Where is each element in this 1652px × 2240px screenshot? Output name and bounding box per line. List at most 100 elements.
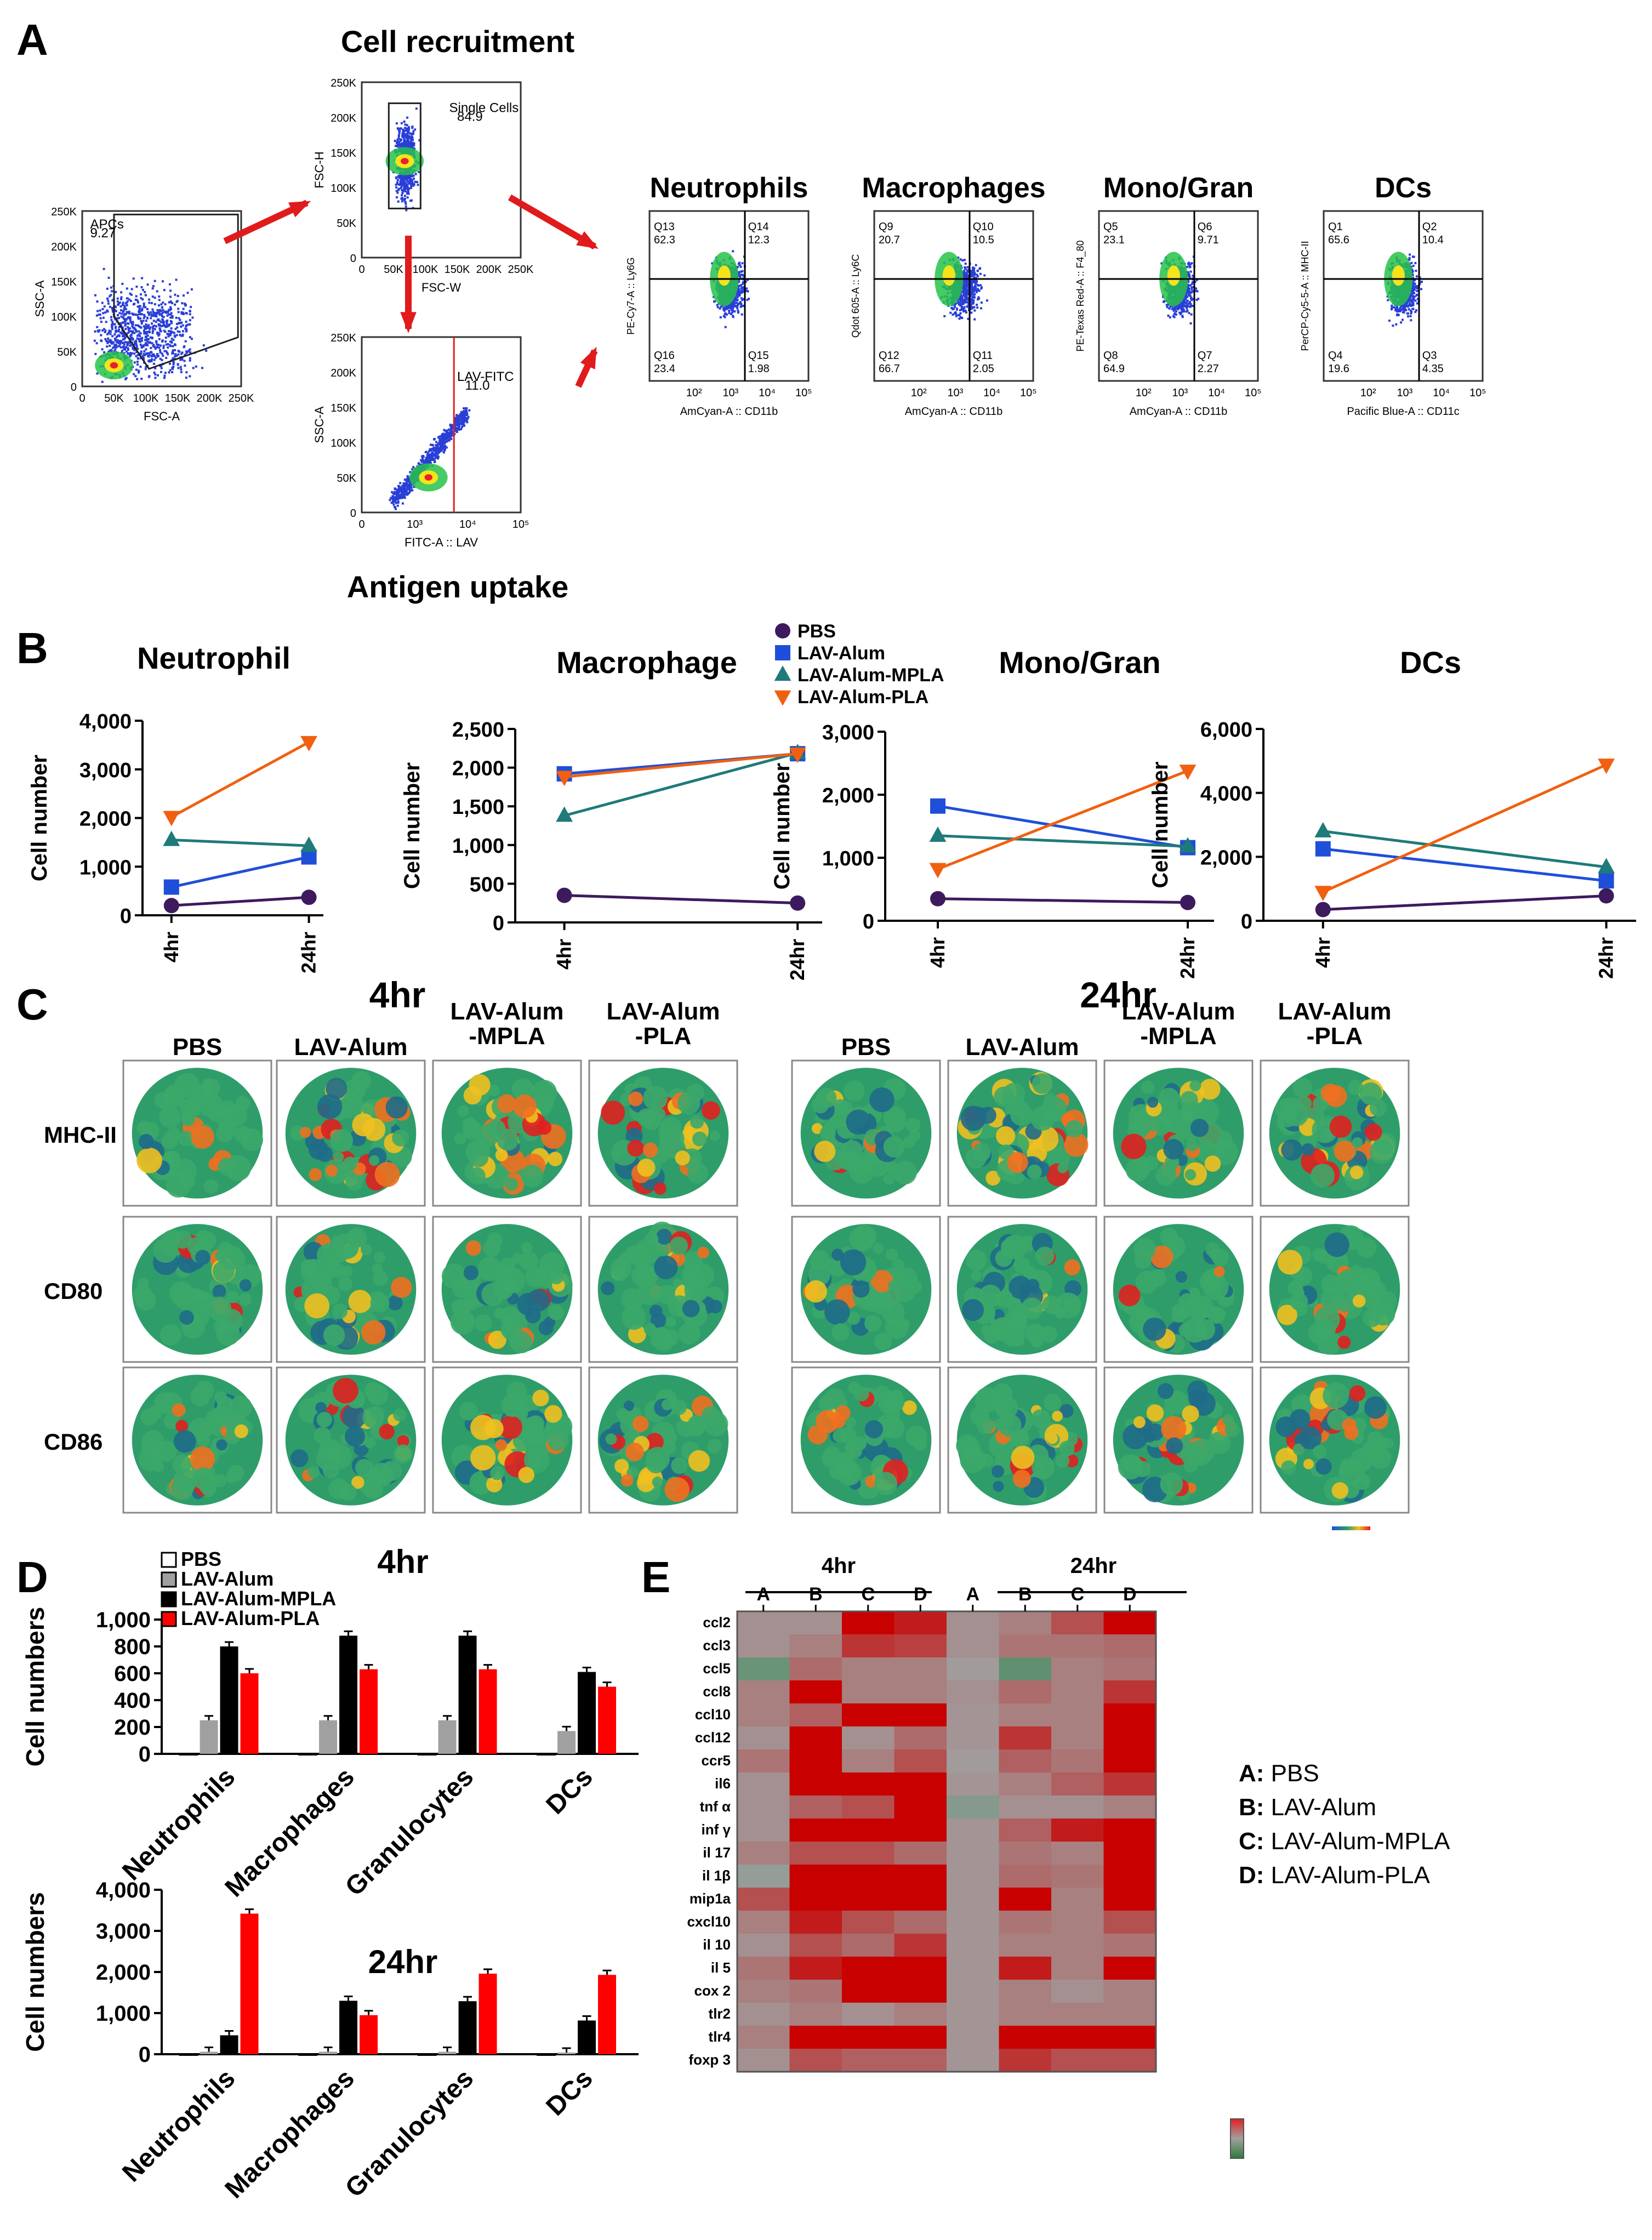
event-dot [135,345,138,348]
event-dot [169,330,172,333]
event-dot [454,418,457,421]
event-dot [124,378,127,380]
event-dot [174,293,176,296]
event-dot [971,306,973,309]
event-dot [408,492,411,494]
event-dot [150,301,153,304]
event-dot [183,345,186,347]
event-dot [141,307,144,310]
event-dot [177,311,180,314]
event-dot [962,307,965,310]
event-dot [1414,311,1417,314]
event-dot [961,300,964,303]
event-dot [169,295,172,298]
event-dot [111,328,113,330]
event-dot [164,326,167,328]
quadrant-plot-macrophages: MacrophagesQ920.7Q1010.5Q1266.7Q112.0510… [850,172,1046,418]
event-dot [189,323,191,326]
event-dot [971,266,974,269]
event-dot [136,361,139,363]
event-dot [400,187,402,190]
event-dot [143,352,145,355]
event-dot [142,345,145,348]
event-dot [732,305,735,307]
event-dot [409,143,412,145]
event-dot [179,358,182,361]
event-dot [966,282,969,285]
event-dot [164,303,167,306]
event-dot [442,437,445,440]
x-tick: 150K [445,264,470,276]
event-dot [152,326,155,328]
event-dot [957,257,960,259]
event-dot [1179,302,1182,305]
event-dot [961,298,964,300]
event-dot [116,317,118,320]
event-dot [975,264,977,266]
event-dot [414,173,417,175]
event-dot [172,357,174,360]
event-dot [400,493,402,496]
event-dot [973,280,976,282]
event-dot [127,347,129,350]
event-dot [407,192,410,195]
event-dot [428,454,430,457]
event-dot [727,304,730,307]
event-dot [973,309,976,312]
event-dot [100,334,102,337]
event-dot [723,309,726,312]
y-axis-label: FSC-H [312,151,326,188]
event-dot [153,315,156,317]
x-axis-label: AmCyan-A :: CD11b [1130,406,1228,418]
event-dot [463,424,466,427]
event-dot [740,289,743,292]
event-dot [411,141,414,144]
event-dot [720,305,722,308]
y-tick: 150K [331,402,356,414]
event-dot [1395,323,1398,326]
event-dot [145,335,147,338]
x-tick: 10⁵ [512,518,529,531]
event-dot [1188,275,1191,278]
event-dot [155,311,157,314]
arrow-head [400,312,417,333]
event-dot [1188,300,1191,303]
event-dot [396,143,399,146]
event-dot [117,330,120,333]
event-dot [451,430,454,433]
x-tick: 10³ [1172,387,1188,399]
event-dot [170,327,173,330]
event-dot [121,329,124,332]
event-dot [156,346,159,349]
event-dot [132,303,135,306]
event-dot [133,373,135,375]
event-dot [736,296,739,299]
event-dot [146,331,149,334]
quadrant-value: 10.5 [973,234,994,246]
event-dot [140,313,143,316]
event-dot [395,176,397,179]
event-dot [460,428,463,430]
event-dot [442,434,445,436]
event-dot [96,326,99,328]
event-dot [415,107,418,110]
event-dot [94,294,96,297]
y-axis-label: SSC-A [33,280,47,317]
event-dot [736,301,738,304]
event-dot [430,453,433,456]
y-axis-label: Qdot 605-A :: Ly6C [850,254,861,338]
event-dot [145,333,148,335]
event-dot [157,344,160,346]
event-dot [967,317,970,320]
event-dot [394,497,397,499]
event-dot [724,307,727,310]
event-dot [101,307,104,310]
event-dot [461,426,464,429]
event-dot [736,293,738,295]
event-dot [731,311,733,314]
event-dot [438,447,441,450]
event-dot [460,411,463,413]
event-dot [104,329,107,332]
event-dot [740,287,743,289]
event-dot [109,345,111,347]
